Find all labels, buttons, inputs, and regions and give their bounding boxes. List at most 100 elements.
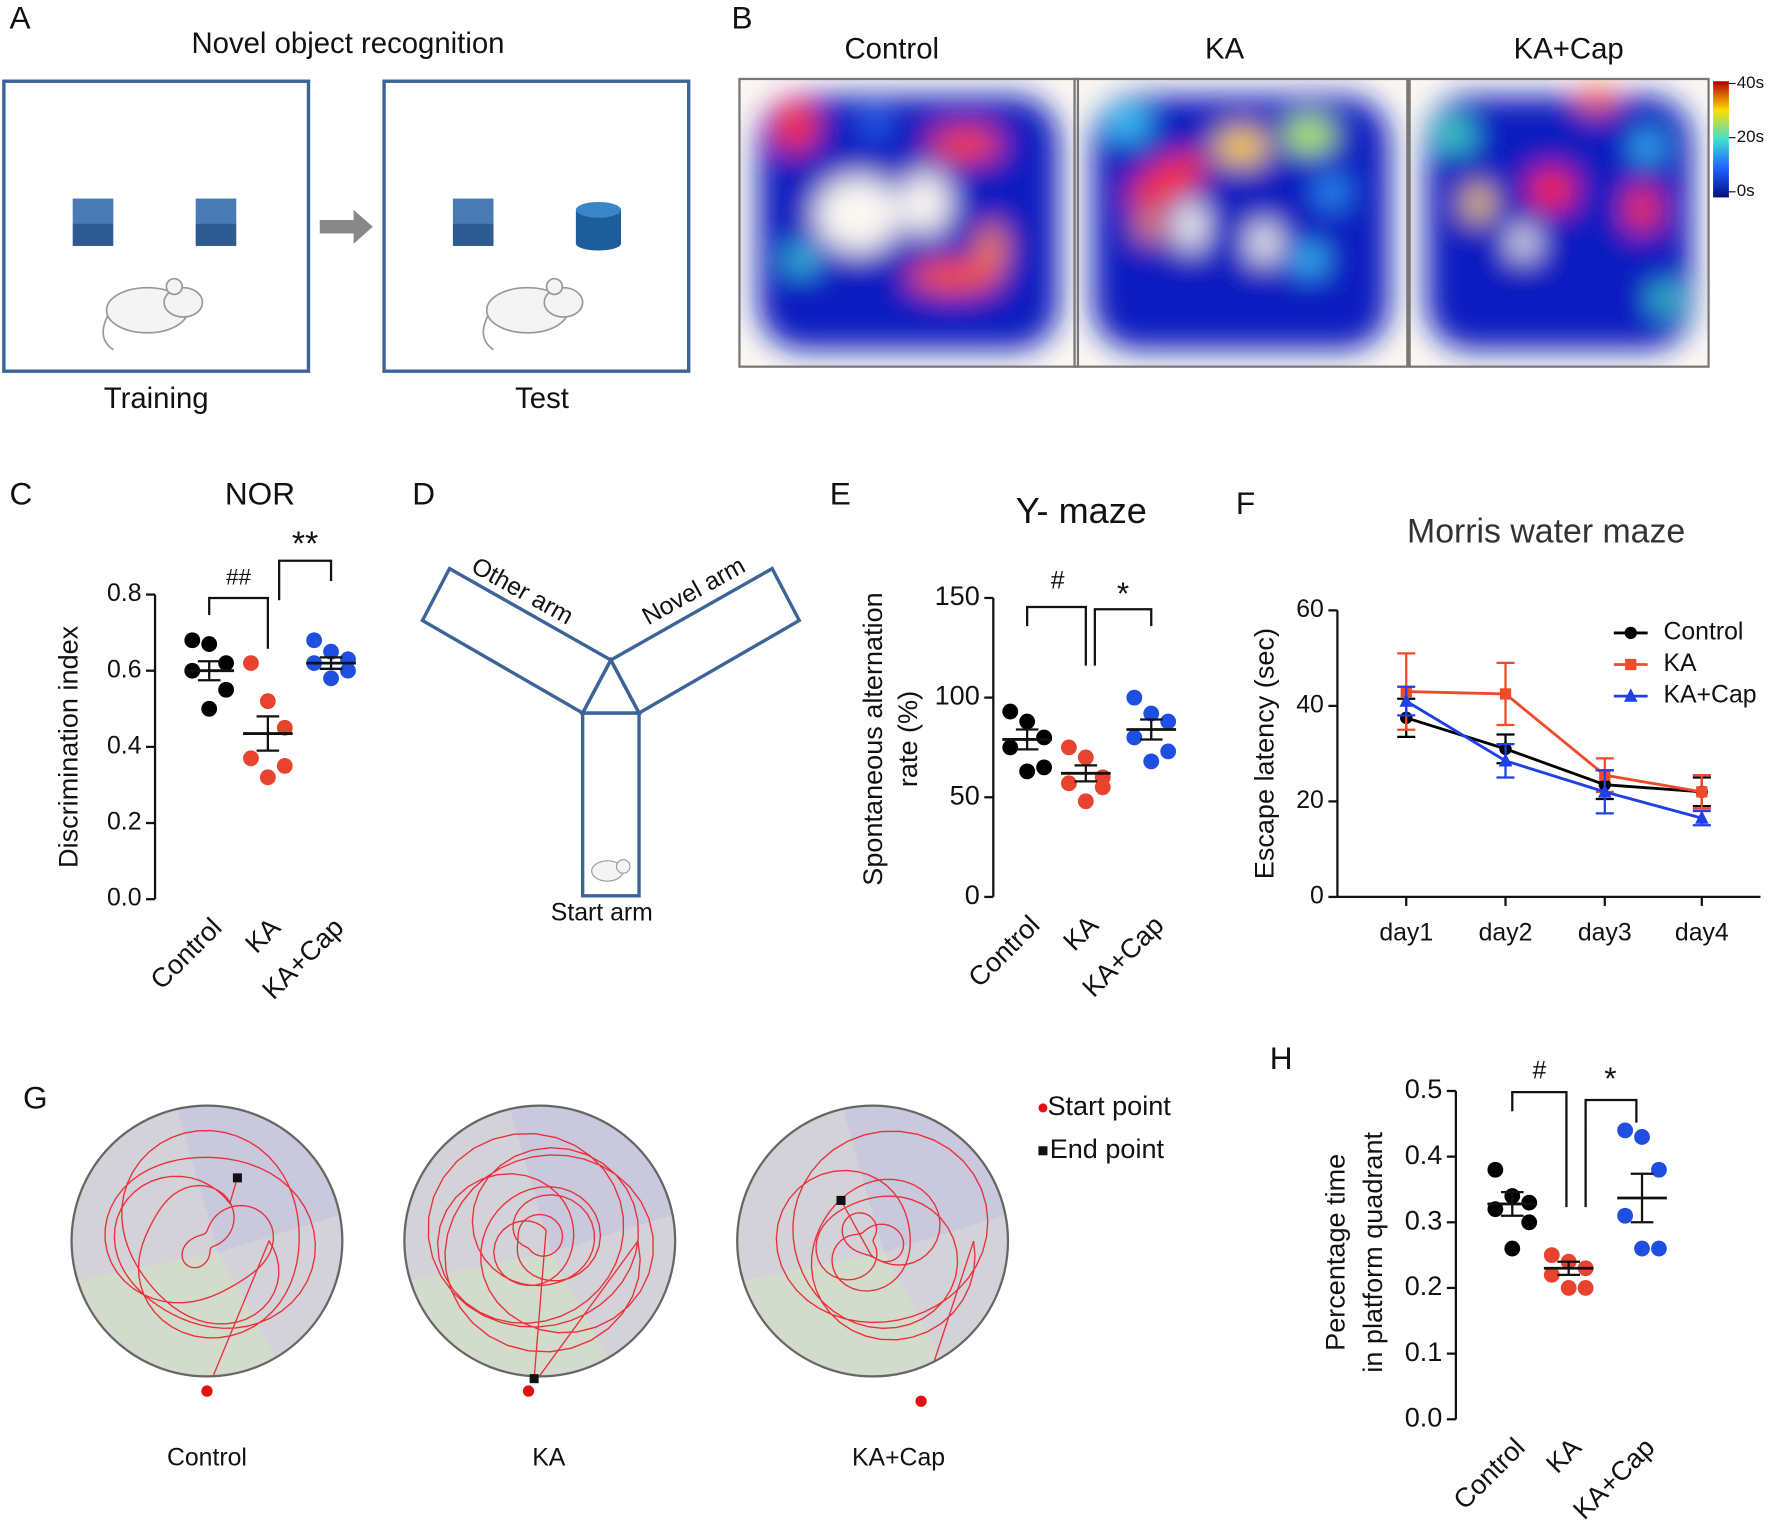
heatmap-title: KA+Cap <box>1514 33 1624 66</box>
y-axis-label: Discrimination index <box>53 625 84 868</box>
marker <box>1399 693 1413 707</box>
dot <box>243 655 259 671</box>
dot <box>1504 1240 1521 1257</box>
y-tick-label: 0.4 <box>1405 1139 1443 1170</box>
dot <box>323 670 339 687</box>
novel-object <box>575 201 621 251</box>
dot <box>1126 729 1143 746</box>
significance-label: * <box>1604 1060 1616 1096</box>
x-tick-label: KA <box>1057 909 1104 956</box>
significance-bracket <box>1584 1098 1638 1208</box>
end-point <box>232 1173 242 1183</box>
dot <box>1143 753 1160 770</box>
dot <box>1651 1240 1667 1257</box>
panel-b: Control KA KA+Cap 40s 20s 0s <box>738 33 1764 368</box>
y-axis-label: Spontaneous alternation <box>857 592 888 885</box>
significance-bracket <box>1093 608 1153 666</box>
y-tick-label: 50 <box>950 779 980 810</box>
legend-marker <box>1625 658 1637 671</box>
dot <box>201 700 218 717</box>
y-tick-label: 0.1 <box>1405 1336 1443 1367</box>
y-tick-label: 0.2 <box>1405 1270 1443 1301</box>
y-tick-label: 0.6 <box>107 656 141 683</box>
y-tick-label: 150 <box>935 580 980 611</box>
marker <box>1695 810 1709 824</box>
legend-marker <box>1623 688 1638 702</box>
dot <box>1617 1122 1633 1139</box>
object <box>72 198 114 246</box>
dot <box>1019 763 1036 780</box>
dot <box>1617 1207 1633 1224</box>
y-tick-label: 0.2 <box>107 809 141 836</box>
chart-title: Y- maze <box>1016 490 1147 531</box>
panel-title: Novel object recognition <box>191 27 504 60</box>
panel-label: H <box>1270 1040 1293 1076</box>
x-tick-label: day2 <box>1479 920 1533 947</box>
caption: Training <box>104 382 209 415</box>
marker <box>1598 783 1612 798</box>
object <box>195 198 237 246</box>
dot <box>1036 759 1052 776</box>
chart-title: Morris water maze <box>1407 513 1685 551</box>
mouse <box>591 859 631 882</box>
x-tick-label: KA+Cap <box>1567 1431 1661 1525</box>
arena-box <box>2 79 311 373</box>
significance-label: ** <box>292 525 318 563</box>
panel-d <box>420 566 802 898</box>
dot <box>1560 1280 1577 1296</box>
series-line <box>1405 716 1702 794</box>
error-bar <box>1074 764 1098 783</box>
x-tick-label: day4 <box>1675 920 1729 947</box>
significance-label: # <box>1051 568 1065 595</box>
error-bar <box>197 660 221 682</box>
swim-path <box>104 1129 317 1377</box>
x-tick-label: day3 <box>1578 920 1632 947</box>
panel-label: F <box>1236 485 1255 521</box>
significance-bracket <box>278 559 333 601</box>
y-tick-label: 0.4 <box>107 732 142 759</box>
x-tick-label: KA <box>239 911 286 958</box>
x-tick-label: Control <box>962 909 1046 993</box>
dot <box>1543 1266 1560 1283</box>
x-tick-label: Control <box>1447 1431 1531 1515</box>
panel-label: B <box>732 0 753 36</box>
significance-label: * <box>1117 575 1129 611</box>
dot <box>1160 713 1177 730</box>
significance-bracket <box>1511 1090 1568 1208</box>
series-line <box>1405 699 1703 820</box>
panel-label: E <box>830 476 851 512</box>
swim-path <box>775 1130 989 1377</box>
maze <box>404 1105 676 1377</box>
legend-marker <box>1624 626 1637 640</box>
colorbar-label: 20s <box>1737 127 1764 146</box>
heatmap <box>1074 78 1408 367</box>
y-axis-label: in platform quadrant <box>1357 1131 1388 1372</box>
arrow <box>319 209 373 244</box>
heatmap-frame <box>1408 77 1710 368</box>
dot <box>276 758 293 774</box>
dot <box>1094 779 1111 796</box>
dot <box>306 632 323 649</box>
start-point <box>522 1385 535 1397</box>
heatmap-frame <box>1073 77 1409 368</box>
significance-label: # <box>1532 1057 1546 1084</box>
y-axis-label: rate (%) <box>892 691 923 787</box>
arena-box <box>382 79 691 373</box>
dot <box>1651 1161 1667 1178</box>
panel-label: C <box>10 476 33 512</box>
end-point <box>836 1195 846 1205</box>
x-tick-label: Control <box>144 911 228 995</box>
y-tick-label: 0 <box>965 879 980 910</box>
dot <box>218 655 235 671</box>
legend-label: Control <box>1663 618 1743 645</box>
dot <box>1077 749 1094 766</box>
dot <box>1002 739 1019 756</box>
marker <box>1499 688 1512 700</box>
dot <box>1634 1129 1650 1145</box>
chart-title: NOR <box>225 476 295 512</box>
mouse <box>102 277 204 351</box>
error-bar <box>319 656 343 670</box>
y-tick-label: 0.3 <box>1405 1204 1443 1235</box>
dot <box>259 693 276 710</box>
significance-bracket <box>208 596 269 649</box>
